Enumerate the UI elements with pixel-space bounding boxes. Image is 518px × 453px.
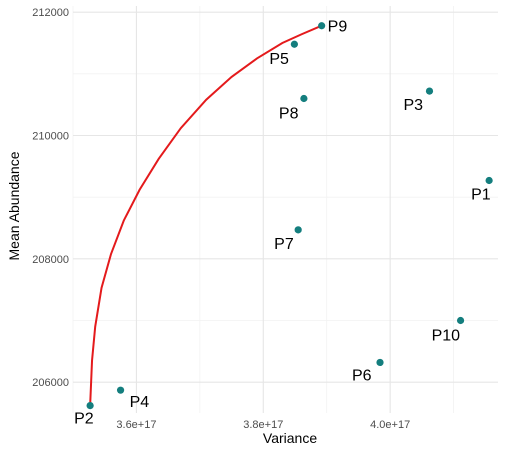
major-gridlines <box>73 6 498 413</box>
y-tick-label: 208000 <box>32 254 69 266</box>
data-point-p6 <box>376 358 384 367</box>
point-labels: P1 P2 P3 P4 P5 P6 P7 P8 P9 P10 <box>74 19 491 428</box>
fitted-curve-line <box>89 24 323 407</box>
data-point-p8 <box>300 94 308 103</box>
point-label-p2: P2 <box>74 411 94 428</box>
point-label-p6: P6 <box>352 367 372 384</box>
y-axis-title: Mean Abundance <box>6 151 22 260</box>
data-point-p2 <box>86 402 94 410</box>
x-axis-title: Variance <box>263 430 317 446</box>
point-label-p7: P7 <box>274 236 294 253</box>
data-point-p10 <box>456 316 465 325</box>
data-point-p3 <box>425 87 434 95</box>
point-label-p1: P1 <box>471 187 491 204</box>
point-label-p5: P5 <box>269 51 289 68</box>
data-point-p5 <box>290 40 298 48</box>
point-label-p8: P8 <box>279 106 299 123</box>
data-points <box>86 22 493 410</box>
y-tick-label: 210000 <box>32 131 69 143</box>
point-label-p4: P4 <box>130 394 150 411</box>
data-point-p1 <box>485 176 493 185</box>
x-tick-label: 3.8e+17 <box>243 419 283 431</box>
x-tick-label: 3.6e+17 <box>116 419 156 431</box>
data-point-p9 <box>318 22 326 30</box>
y-tick-label: 206000 <box>32 377 69 389</box>
x-axis-tick-labels: 3.6e+17 3.8e+17 4.0e+17 <box>116 419 410 431</box>
minor-gridlines <box>72 6 498 413</box>
point-label-p10: P10 <box>432 328 461 345</box>
point-label-p3: P3 <box>403 97 423 114</box>
y-tick-label: 212000 <box>32 7 69 19</box>
fitted-curve-layer <box>89 24 323 407</box>
x-tick-label: 4.0e+17 <box>370 419 410 431</box>
y-axis-tick-labels: 206000 208000 210000 212000 <box>32 7 69 389</box>
point-label-p9: P9 <box>328 19 348 36</box>
data-point-p7 <box>294 226 302 234</box>
data-point-p4 <box>116 386 125 394</box>
